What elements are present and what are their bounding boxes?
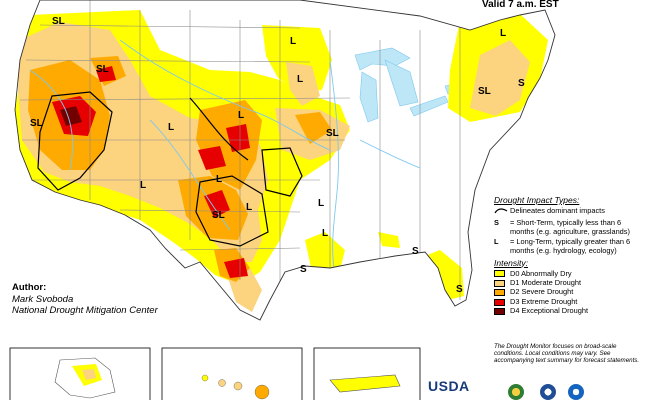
short-term-letter: S <box>494 218 499 228</box>
label-l-ar: L <box>318 198 324 209</box>
label-d2: D2 Severe Drought <box>510 287 574 297</box>
legend-delineates: Delineates dominant impacts <box>494 205 646 218</box>
long-term-letter: L <box>494 237 499 247</box>
map-labels: SL SL SL SL SL SL L L L L L L L L L L L … <box>30 16 525 359</box>
label-s-ga: S <box>412 246 419 257</box>
legend-long-term: L = Long-Term, typically greater than 6 … <box>494 238 646 255</box>
swatch-d1 <box>494 279 505 287</box>
label-sl-ca: SL <box>30 118 43 129</box>
label-d1: D1 Moderate Drought <box>510 277 582 287</box>
legend-short-term: S = Short-Term, typically less than 6 mo… <box>494 218 646 236</box>
swatch-d3 <box>494 298 505 306</box>
label-d3: D3 Extreme Drought <box>510 296 578 306</box>
delineates-text: Delineates dominant impacts <box>510 205 605 215</box>
ndmc-logo-icon <box>508 384 524 400</box>
swatch-d2 <box>494 289 505 297</box>
label-l-nm: L <box>216 174 222 185</box>
swatch-d0 <box>494 270 505 278</box>
label-d4: D4 Exceptional Drought <box>510 306 589 316</box>
label-s-fl: S <box>456 284 463 295</box>
label-l-ne: L <box>500 28 506 39</box>
label-s-ma: S <box>518 78 525 89</box>
intensity-d1: D1 Moderate Drought <box>494 277 646 288</box>
inset-hawaii <box>161 347 303 400</box>
author-name: Mark Svoboda <box>12 293 74 305</box>
label-l-ks: L <box>238 110 244 121</box>
author-org: National Drought Mitigation Center <box>12 305 158 316</box>
intensity-d3: D3 Extreme Drought <box>494 297 646 306</box>
label-l-co: L <box>168 122 174 133</box>
label-sl-ne: SL <box>478 86 491 97</box>
label-l-ok: L <box>246 202 252 213</box>
rivers <box>29 39 421 269</box>
label-sl-ia: SL <box>326 128 339 139</box>
legend: Drought Impact Types: Delineates dominan… <box>494 196 646 316</box>
label-sl-nw: SL <box>52 16 65 27</box>
intensity-d2: D2 Severe Drought <box>494 288 646 297</box>
author-label: Author: <box>12 282 47 293</box>
label-sl-idaho: SL <box>96 64 109 75</box>
us-outline <box>14 0 556 321</box>
valid-time: Valid 7 a.m. EST <box>482 0 559 10</box>
doc-seal-icon <box>540 384 556 400</box>
label-sl-tx: SL <box>212 210 225 221</box>
monitor-note: The Drought Monitor focuses on broad-sca… <box>494 343 640 365</box>
label-s-ms: S <box>300 264 307 275</box>
intensity-d4: D4 Exceptional Drought <box>494 307 646 316</box>
impact-boundaries <box>37 91 303 247</box>
impact-types-heading: Drought Impact Types: <box>494 195 580 205</box>
label-l-la: L <box>322 228 328 239</box>
short-term-text: = Short-Term, typically less than 6 mont… <box>510 218 630 236</box>
intensity-heading: Intensity: <box>494 257 529 268</box>
intensity-d0: D0 Abnormally Dry <box>494 269 646 278</box>
inset-puerto-rico <box>313 347 421 400</box>
long-term-text: = Long-Term, typically greater than 6 mo… <box>510 237 631 255</box>
inset-alaska <box>9 347 151 400</box>
author-block: Author: Mark Svoboda National Drought Mi… <box>12 282 158 317</box>
delineates-line-icon <box>494 207 510 218</box>
noaa-logo-icon <box>568 384 584 400</box>
label-l-mt: L <box>290 36 296 47</box>
label-l-nd: L <box>297 74 303 85</box>
label-l-az: L <box>140 180 146 191</box>
usda-logo: USDA <box>428 378 470 394</box>
label-d0: D0 Abnormally Dry <box>510 268 572 278</box>
swatch-d4 <box>494 307 505 315</box>
